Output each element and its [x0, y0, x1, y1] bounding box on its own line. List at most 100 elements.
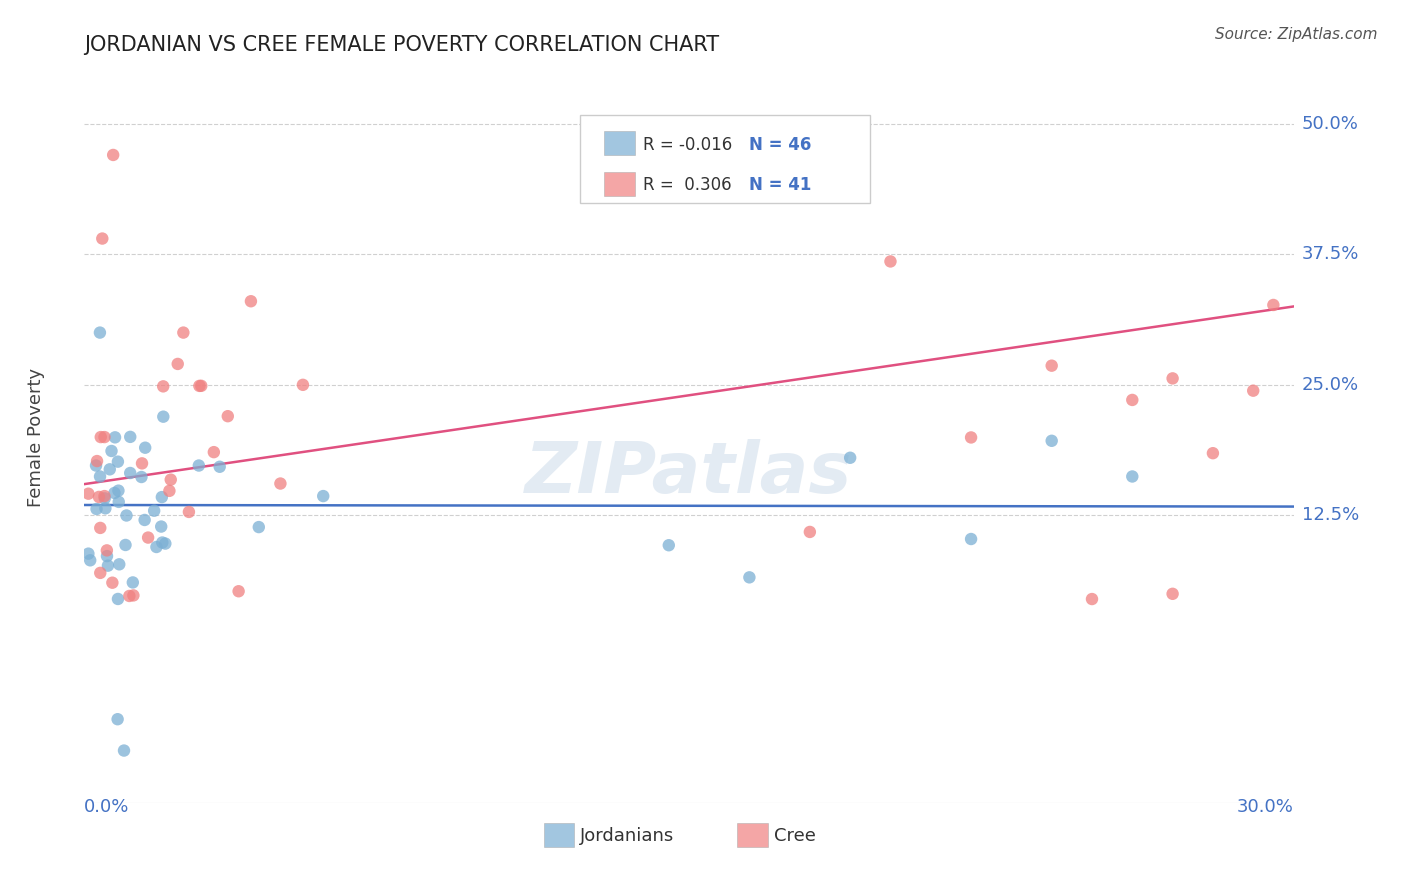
Point — [1121, 392, 1143, 407]
Point — [136, 531, 159, 545]
Point — [86, 502, 108, 516]
Text: Female Poverty: Female Poverty — [27, 368, 45, 507]
Point — [269, 476, 291, 491]
Point — [187, 458, 209, 473]
Point — [89, 469, 111, 483]
Point — [121, 575, 143, 590]
Point — [202, 445, 225, 459]
Point — [94, 501, 117, 516]
Point — [177, 505, 200, 519]
FancyBboxPatch shape — [605, 171, 634, 195]
Point — [208, 459, 231, 474]
Point — [247, 520, 270, 534]
Point — [93, 491, 115, 506]
Point — [77, 486, 100, 500]
FancyBboxPatch shape — [544, 822, 574, 847]
Point — [107, 483, 129, 498]
Point — [96, 543, 118, 558]
Point — [1040, 434, 1063, 448]
Point — [122, 589, 145, 603]
Point — [89, 326, 111, 340]
Point — [97, 558, 120, 573]
Text: Jordanians: Jordanians — [581, 827, 675, 845]
Text: 37.5%: 37.5% — [1302, 245, 1360, 263]
Point — [150, 490, 173, 504]
Point — [1161, 371, 1184, 385]
FancyBboxPatch shape — [737, 822, 768, 847]
Point — [77, 547, 100, 561]
Point — [658, 538, 681, 552]
Text: 12.5%: 12.5% — [1302, 507, 1358, 524]
Point — [108, 558, 131, 572]
FancyBboxPatch shape — [581, 115, 870, 203]
Point — [239, 294, 262, 309]
Point — [1202, 446, 1225, 460]
Point — [1241, 384, 1264, 398]
Point — [188, 379, 211, 393]
Point — [159, 473, 181, 487]
Text: ZIPatlas: ZIPatlas — [526, 439, 852, 508]
Point — [112, 743, 135, 757]
Text: 30.0%: 30.0% — [1237, 797, 1294, 815]
Point — [150, 519, 173, 533]
Point — [150, 535, 173, 549]
Point — [217, 409, 239, 424]
Point — [228, 584, 250, 599]
Point — [291, 377, 314, 392]
Point — [89, 566, 111, 580]
Point — [89, 521, 111, 535]
Text: Source: ZipAtlas.com: Source: ZipAtlas.com — [1215, 27, 1378, 42]
Text: 50.0%: 50.0% — [1302, 114, 1358, 133]
Point — [114, 538, 136, 552]
Text: Cree: Cree — [773, 827, 815, 845]
Point — [152, 379, 174, 393]
Point — [107, 495, 129, 509]
Point — [118, 589, 141, 603]
Point — [166, 357, 188, 371]
Text: N = 46: N = 46 — [749, 136, 811, 153]
Text: R =  0.306: R = 0.306 — [643, 176, 731, 194]
Point — [145, 540, 167, 554]
Point — [79, 553, 101, 567]
Point — [100, 444, 122, 458]
Point — [960, 532, 983, 546]
Point — [98, 462, 121, 476]
FancyBboxPatch shape — [605, 131, 634, 155]
Point — [115, 508, 138, 523]
Text: R = -0.016: R = -0.016 — [643, 136, 733, 153]
Point — [157, 483, 180, 498]
Point — [96, 549, 118, 563]
Text: N = 41: N = 41 — [749, 176, 811, 194]
Point — [120, 430, 142, 444]
Point — [879, 254, 901, 268]
Text: JORDANIAN VS CREE FEMALE POVERTY CORRELATION CHART: JORDANIAN VS CREE FEMALE POVERTY CORRELA… — [84, 35, 720, 54]
Point — [799, 524, 821, 539]
Point — [103, 486, 125, 500]
Point — [190, 379, 212, 393]
Point — [90, 430, 112, 444]
Point — [84, 458, 107, 473]
Point — [155, 536, 177, 550]
Point — [131, 470, 153, 484]
Point — [87, 490, 110, 504]
Point — [107, 455, 129, 469]
Text: 25.0%: 25.0% — [1302, 376, 1358, 394]
Point — [738, 570, 761, 584]
Point — [152, 409, 174, 424]
Point — [172, 326, 194, 340]
Point — [120, 466, 142, 480]
Point — [86, 454, 108, 468]
Point — [91, 231, 114, 245]
Point — [107, 712, 129, 726]
Point — [1161, 587, 1184, 601]
Point — [960, 430, 983, 444]
Point — [93, 430, 115, 444]
Point — [101, 575, 124, 590]
Point — [839, 450, 862, 465]
Point — [107, 591, 129, 606]
Point — [101, 148, 124, 162]
Point — [104, 430, 127, 444]
Text: 0.0%: 0.0% — [84, 797, 129, 815]
Point — [131, 456, 153, 470]
Point — [143, 504, 166, 518]
